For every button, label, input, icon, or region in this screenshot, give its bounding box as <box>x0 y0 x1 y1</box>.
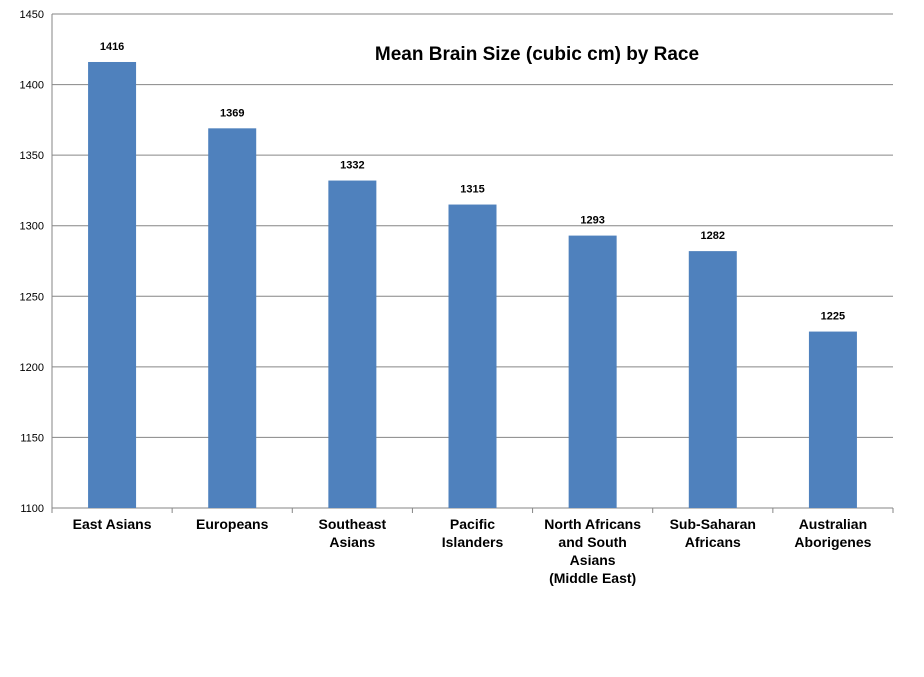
y-tick-label: 1450 <box>20 9 44 21</box>
x-category-label: Sub-Saharan Africans <box>670 516 756 550</box>
x-category-label: Australian Aborigenes <box>794 516 871 550</box>
y-tick-label: 1200 <box>20 362 44 374</box>
x-category-label: Pacific Islanders <box>442 516 504 550</box>
data-label: 1282 <box>701 230 725 242</box>
y-tick-label: 1100 <box>20 503 44 515</box>
bar <box>688 251 737 508</box>
category-labels: East Asians Europeans Southeast Asians Pacif… <box>73 516 872 586</box>
x-category-label-line: Australian <box>799 516 867 532</box>
x-category-label-line: Europeans <box>196 516 269 532</box>
y-tick-label: 1250 <box>20 291 44 303</box>
x-category-label: North Africans and South Asians (Middle Eas… <box>544 516 641 586</box>
y-tick-label: 1150 <box>20 432 44 444</box>
bar <box>208 128 257 508</box>
bars <box>88 61 857 509</box>
x-category-label-line: Aborigenes <box>794 534 871 550</box>
data-label: 1293 <box>580 215 604 227</box>
x-category-label: East Asians <box>73 516 152 532</box>
data-label: 1225 <box>821 311 845 323</box>
y-axis-ticks: 1100 1150 1200 1250 1300 1350 1400 1450 <box>20 9 44 515</box>
bar <box>808 331 857 508</box>
x-category-label-line: Sub-Saharan <box>670 516 756 532</box>
x-category-label-line: and South <box>558 534 626 550</box>
bar <box>448 204 497 509</box>
y-tick-label: 1400 <box>20 80 44 92</box>
chart-title: Mean Brain Size (cubic cm) by Race <box>375 44 699 65</box>
data-label: 1416 <box>100 41 124 53</box>
data-label: 1315 <box>460 184 484 196</box>
x-category-label-line: Islanders <box>442 534 504 550</box>
bar <box>88 61 137 508</box>
bar <box>568 235 617 508</box>
y-tick-label: 1300 <box>20 221 44 233</box>
x-category-label-line: Pacific <box>450 516 495 532</box>
data-label: 1332 <box>340 160 364 172</box>
x-category-label-line: East Asians <box>73 516 152 532</box>
y-tick-label: 1350 <box>20 150 44 162</box>
x-category-label-line: Asians <box>570 552 616 568</box>
x-category-label: Southeast Asians <box>319 516 387 550</box>
x-category-label-line: North Africans <box>544 516 641 532</box>
x-category-label: Europeans <box>196 516 269 532</box>
x-category-label-line: (Middle East) <box>549 570 636 586</box>
data-label: 1369 <box>220 107 244 119</box>
x-category-label-line: Southeast <box>319 516 387 532</box>
bar <box>328 180 377 508</box>
x-category-label-line: Asians <box>329 534 375 550</box>
x-category-label-line: Africans <box>685 534 741 550</box>
data-labels: 1416 1369 1332 1315 1293 1282 1225 <box>100 41 845 323</box>
